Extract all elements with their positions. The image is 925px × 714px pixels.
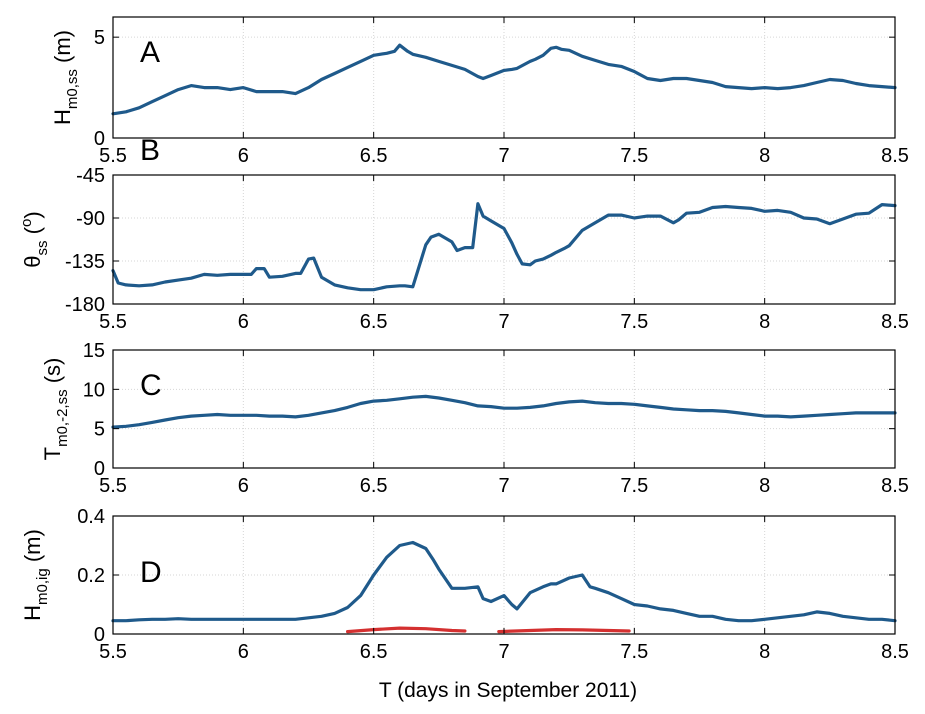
- y-tick-label: 0: [94, 624, 105, 646]
- x-tick-label: 7.5: [620, 145, 648, 167]
- x-tick-label: 7: [498, 145, 509, 167]
- y-label-main: T: [40, 447, 65, 460]
- x-tick-label: 6: [238, 641, 249, 663]
- panel-c: 5.5 6 6.5 7 7.5 8 8.5 0 5 10 15 C Tm0,-2,ss (s): [40, 340, 909, 497]
- x-tick-label: 8.5: [881, 475, 909, 497]
- y-tick-label: 5: [94, 27, 105, 49]
- y-tick-label: 15: [83, 340, 105, 362]
- x-tick-label: 6: [238, 475, 249, 497]
- y-axis-label: θss (o): [18, 211, 51, 267]
- y-axis-label: Hm0,ss (m): [50, 30, 81, 125]
- x-tick-label: 5.5: [99, 311, 127, 333]
- y-axis-label: Tm0,-2,ss (s): [40, 358, 71, 461]
- y-label-subscript: ss: [34, 240, 51, 255]
- y-label-main: H: [20, 605, 45, 621]
- series-line-b-0: [111, 202, 897, 292]
- x-tick-label: 8: [759, 145, 770, 167]
- x-tick-label: 6.5: [360, 641, 388, 663]
- y-axis-label: Hm0,ig (m): [20, 529, 51, 621]
- x-tick-label: 7: [498, 475, 509, 497]
- y-label-main: H: [50, 109, 75, 125]
- y-label-unit: (m): [50, 30, 75, 69]
- x-axis-label: T (days in September 2011): [379, 679, 637, 702]
- y-tick-label: -90: [76, 208, 105, 230]
- y-label-subscript: m0,-2,ss: [54, 389, 71, 447]
- x-tick-label: 8.5: [881, 311, 909, 333]
- x-tick-label: 8: [759, 311, 770, 333]
- x-tick-label: 8.5: [881, 641, 909, 663]
- x-tick-label: 7.5: [620, 475, 648, 497]
- panel-letter: B: [140, 134, 160, 167]
- y-label-subscript: m0,ig: [34, 568, 51, 605]
- y-label-subscript: m0,ss: [64, 69, 81, 109]
- x-tick-label: 8: [759, 641, 770, 663]
- x-tick-label: 6.5: [360, 475, 388, 497]
- x-tick-label: 8.5: [881, 145, 909, 167]
- series-line-a-0: [111, 43, 897, 116]
- y-tick-label: 0: [94, 458, 105, 480]
- y-tick-label: 0.2: [77, 565, 105, 587]
- y-label-unit: (m): [20, 529, 45, 568]
- y-tick-label: 5: [94, 419, 105, 441]
- x-tick-label: 6: [238, 311, 249, 333]
- panel-letter: C: [140, 369, 162, 402]
- panel-d: 5.5 6 6.5 7 7.5 8 8.5 0 0.2 0.4 D Hm0,ig (m): [20, 506, 909, 663]
- x-tick-label: 5.5: [99, 641, 127, 663]
- y-tick-label: 10: [83, 379, 105, 401]
- panel-a: 5.5 6 6.5 7 7.5 8 8.5 0 5 A Hm0,ss (m): [50, 16, 909, 167]
- x-tick-label: 5.5: [99, 475, 127, 497]
- x-tick-label: 7.5: [620, 311, 648, 333]
- y-tick-label: -135: [65, 251, 105, 273]
- y-tick-label: 0.4: [77, 506, 105, 528]
- series-line-d-1: [346, 626, 467, 634]
- y-label-unit: (: [20, 226, 45, 240]
- x-tick-label: 6.5: [360, 311, 388, 333]
- y-tick-label: 0: [94, 128, 105, 150]
- y-label-superscript: o: [18, 219, 35, 227]
- y-label-main: θ: [20, 255, 45, 267]
- panel-letter: D: [140, 556, 162, 589]
- x-tick-label: 7: [498, 311, 509, 333]
- y-label-close: ): [20, 211, 45, 218]
- y-label-unit: (s): [40, 358, 65, 390]
- y-tick-label: -45: [76, 165, 105, 187]
- axes-box: [112, 174, 896, 305]
- y-tick-label: -180: [65, 294, 105, 316]
- x-tick-label: 7.5: [620, 641, 648, 663]
- series-line-c-0: [111, 394, 897, 429]
- x-tick-label: 8: [759, 475, 770, 497]
- series-line-d-2: [497, 627, 631, 634]
- x-tick-label: 7: [498, 641, 509, 663]
- x-tick-label: 6: [238, 145, 249, 167]
- x-tick-label: 6.5: [360, 145, 388, 167]
- x-tick-label: 5.5: [99, 145, 127, 167]
- series-line-d-0: [111, 540, 897, 623]
- panel-letter: A: [140, 36, 160, 69]
